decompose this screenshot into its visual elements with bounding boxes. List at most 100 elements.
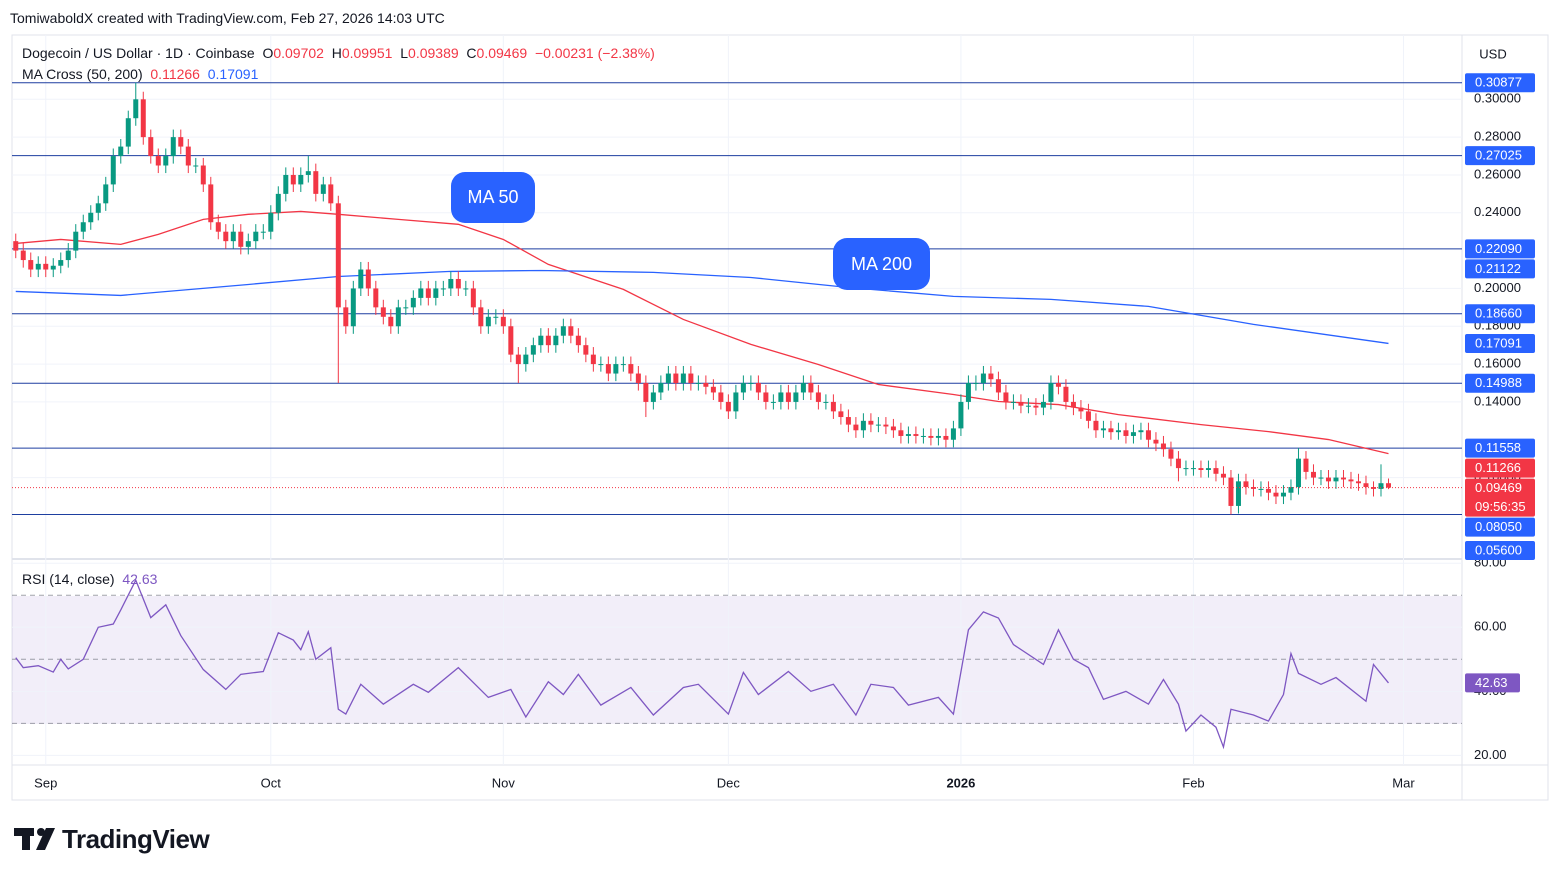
candle-body bbox=[868, 420, 874, 425]
candle-body bbox=[1280, 492, 1286, 497]
candle-body bbox=[170, 137, 176, 157]
candle-body bbox=[1303, 458, 1309, 472]
candle-body bbox=[1070, 401, 1076, 408]
candle-body bbox=[200, 165, 206, 185]
y-tick-label: 0.30000 bbox=[1474, 91, 1521, 106]
candle-body bbox=[838, 411, 844, 418]
candle-body bbox=[335, 203, 341, 308]
candle-body bbox=[1265, 488, 1271, 493]
candle-body bbox=[50, 265, 56, 270]
rsi-tag-label: 42.63 bbox=[1475, 675, 1508, 690]
candle-body bbox=[290, 174, 296, 185]
candle-body bbox=[1003, 392, 1009, 402]
candle-body bbox=[1130, 432, 1136, 436]
candle-body bbox=[568, 326, 574, 336]
ohlc-value: 0.09469 bbox=[476, 45, 528, 61]
candle-body bbox=[635, 373, 641, 383]
price-tag bbox=[1465, 239, 1535, 259]
candle-body bbox=[613, 364, 619, 374]
candle-body bbox=[740, 383, 746, 393]
candle-body bbox=[605, 364, 611, 374]
candle-body bbox=[650, 392, 656, 402]
candle-body bbox=[1025, 405, 1031, 407]
candle-body bbox=[193, 165, 199, 167]
ohlc-value: 0.09951 bbox=[341, 45, 393, 61]
candle-body bbox=[65, 250, 71, 261]
candle-body bbox=[1010, 401, 1016, 403]
candle-body bbox=[500, 316, 506, 327]
candle-body bbox=[1325, 477, 1331, 482]
attribution: TomiwaboldX created with TradingView.com… bbox=[10, 10, 445, 26]
candle-body bbox=[1370, 487, 1376, 489]
candle-body bbox=[778, 392, 784, 402]
candle-body bbox=[133, 99, 139, 119]
candle-body bbox=[770, 401, 776, 403]
candle-body bbox=[598, 364, 604, 366]
indicator-title: MA Cross (50, 200) bbox=[22, 66, 143, 82]
candle-body bbox=[1190, 468, 1196, 470]
rsi-tick-label: 60.00 bbox=[1474, 619, 1507, 634]
rsi-band bbox=[12, 596, 1462, 724]
candle-body bbox=[418, 288, 424, 298]
candle-body bbox=[155, 156, 161, 166]
candle-body bbox=[1288, 487, 1294, 493]
candle-body bbox=[1078, 407, 1084, 412]
candle-body bbox=[845, 417, 851, 425]
candle-body bbox=[1235, 481, 1241, 506]
candle-body bbox=[710, 386, 716, 393]
candle-body bbox=[1213, 468, 1219, 474]
candle-body bbox=[695, 383, 701, 384]
rsi-line bbox=[15, 578, 1389, 750]
candle-body bbox=[1385, 483, 1391, 488]
candle-body bbox=[358, 269, 364, 289]
price-tag-label: 0.11558 bbox=[1475, 440, 1521, 455]
candle-body bbox=[620, 364, 626, 366]
price-tag-label: 0.17091 bbox=[1475, 335, 1522, 350]
candle-body bbox=[815, 392, 821, 402]
candle-body bbox=[920, 435, 926, 437]
rsi-tag bbox=[1465, 673, 1520, 693]
price-tag-label: 0.11266 bbox=[1475, 460, 1521, 475]
candle-body bbox=[583, 345, 589, 355]
candle-body bbox=[1093, 420, 1099, 431]
brand-logo bbox=[14, 828, 55, 850]
price-tag bbox=[1465, 373, 1535, 393]
candle-body bbox=[658, 383, 664, 393]
candle-body bbox=[1273, 492, 1279, 497]
y-tick-label: 0.26000 bbox=[1474, 166, 1521, 181]
candle-body bbox=[890, 426, 896, 431]
candle-body bbox=[1378, 483, 1384, 489]
candle-body bbox=[755, 383, 761, 393]
candle-body bbox=[395, 307, 401, 327]
indicator-value: 0.11266 bbox=[150, 66, 200, 82]
candle-body bbox=[13, 241, 19, 251]
candle-body bbox=[1108, 428, 1114, 433]
price-tag bbox=[1465, 146, 1535, 166]
candle-body bbox=[80, 222, 86, 232]
x-tick-label: Nov bbox=[492, 775, 516, 790]
candle-body bbox=[1138, 430, 1144, 433]
candle-body bbox=[73, 231, 79, 251]
ohlc-value: 0.09702 bbox=[273, 45, 324, 61]
candle-body bbox=[1243, 481, 1249, 488]
candle-body bbox=[1168, 449, 1174, 459]
candle-body bbox=[1033, 405, 1039, 408]
candle-body bbox=[1310, 471, 1316, 478]
candle-body bbox=[1333, 477, 1339, 482]
candle-body bbox=[43, 263, 49, 270]
x-tick-label: 2026 bbox=[946, 775, 975, 790]
candle-body bbox=[1055, 383, 1061, 387]
moving-average bbox=[15, 210, 1389, 455]
candle-body bbox=[830, 401, 836, 412]
candle-body bbox=[1100, 428, 1106, 431]
candle-body bbox=[1250, 487, 1256, 489]
brand-name: TradingView bbox=[62, 824, 210, 854]
rsi-value: 42.63 bbox=[122, 571, 158, 587]
rsi-legend: RSI (14, close) 42.63 bbox=[22, 571, 157, 587]
candle-body bbox=[1348, 479, 1354, 482]
candle-body bbox=[440, 288, 446, 290]
candle-body bbox=[928, 435, 934, 438]
candle-body bbox=[103, 184, 109, 204]
candle-body bbox=[28, 260, 34, 270]
